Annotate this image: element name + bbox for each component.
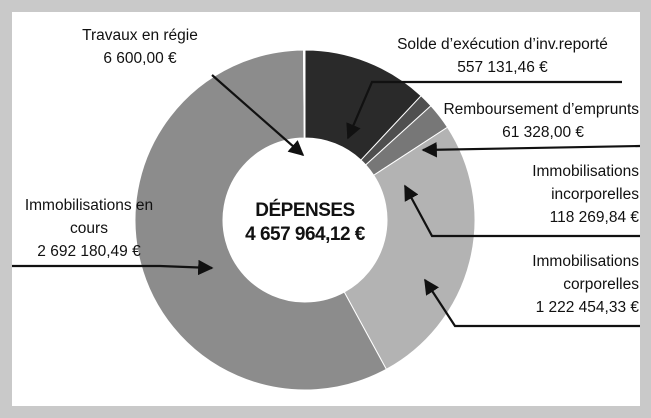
label: Travaux en régie 6 600,00 € <box>65 24 215 70</box>
category-label: Travaux en régie <box>82 27 198 44</box>
label: Immobilisations en cours 2 692 180,49 € <box>20 194 158 263</box>
leaders <box>12 74 641 328</box>
label: Solde d’exécution d’inv.reporté 557 131,4… <box>385 33 620 79</box>
category-label: Remboursement d’emprunts <box>443 101 639 118</box>
leader <box>421 142 641 158</box>
slice <box>302 49 306 139</box>
label: Immobilisations corporelles 1 222 454,33 … <box>489 250 639 319</box>
value-label: 557 131,46 € <box>457 59 548 76</box>
category-label: Immobilisations corporelles <box>532 253 639 293</box>
leader <box>424 278 640 328</box>
chart-title: DÉPENSES <box>255 200 355 221</box>
category-label: Solde d’exécution d’inv.reporté <box>397 36 608 53</box>
value-label: 6 600,00 € <box>103 50 177 67</box>
value-label: 61 328,00 € <box>502 124 584 141</box>
label: Remboursement d’emprunts 61 328,00 € <box>443 98 639 144</box>
value-label: 2 692 180,49 € <box>37 243 141 260</box>
slice <box>134 49 388 391</box>
category-label: Immobilisations incorporelles <box>532 163 639 203</box>
label: Immobilisations incorporelles 118 269,84 … <box>489 160 639 229</box>
center-label: DÉPENSES 4 657 964,12 € <box>205 200 405 246</box>
value-label: 1 222 454,33 € <box>535 299 639 316</box>
leader <box>404 184 640 238</box>
leader <box>346 80 622 140</box>
value-label: 118 269,84 € <box>549 209 639 226</box>
leader <box>211 74 305 157</box>
category-label: Immobilisations en cours <box>24 197 154 237</box>
total-label: 4 657 964,12 € <box>245 224 365 245</box>
slice <box>343 126 476 370</box>
leader <box>12 259 214 276</box>
